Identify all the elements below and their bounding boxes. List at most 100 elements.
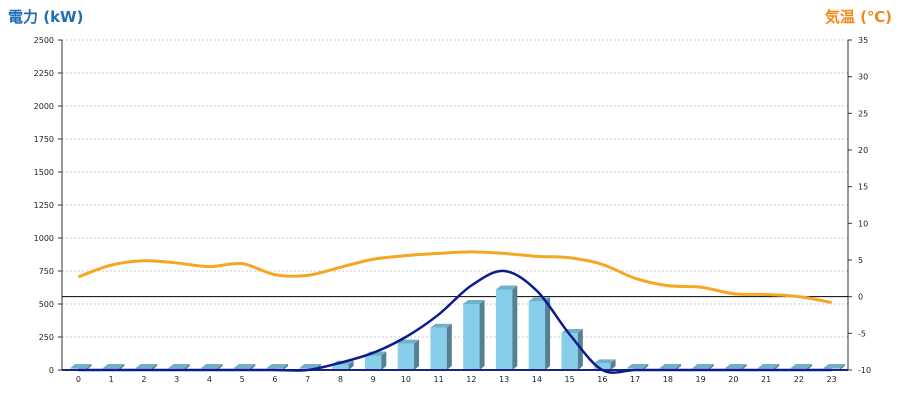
power-bar-top bbox=[790, 364, 813, 368]
right-tick-label: 25 bbox=[858, 109, 868, 118]
power-bar-side bbox=[708, 364, 714, 370]
power-bar-side bbox=[545, 297, 551, 370]
x-tick-label: 1 bbox=[109, 375, 114, 384]
left-tick-label: 1500 bbox=[34, 168, 54, 177]
x-tick-label: 3 bbox=[174, 375, 179, 384]
x-tick-label: 13 bbox=[499, 375, 509, 384]
power-bar-top bbox=[201, 364, 223, 368]
power-bar-top bbox=[495, 285, 518, 290]
x-tick-label: 4 bbox=[207, 375, 212, 384]
power-bar-side bbox=[774, 364, 780, 370]
left-tick-label: 0 bbox=[49, 366, 54, 375]
left-tick-label: 1250 bbox=[34, 201, 54, 210]
right-tick-label: 5 bbox=[858, 256, 863, 265]
power-bar-side bbox=[184, 364, 190, 370]
power-bar-top bbox=[168, 364, 190, 368]
power-bar-side bbox=[119, 364, 125, 370]
power-bar-side bbox=[676, 364, 682, 370]
power-bar-top bbox=[430, 323, 452, 328]
x-tick-label: 18 bbox=[663, 375, 673, 384]
left-tick-label: 2250 bbox=[34, 69, 54, 78]
power-bar-top bbox=[725, 364, 747, 368]
power-bar bbox=[495, 289, 513, 370]
power-bar-top bbox=[397, 339, 420, 344]
right-tick-label: 15 bbox=[858, 183, 868, 192]
power-bar-top bbox=[233, 364, 256, 368]
power-bar-top bbox=[266, 364, 289, 368]
right-tick-label: 20 bbox=[858, 146, 868, 155]
right-tick-label: -5 bbox=[858, 329, 866, 338]
right-tick-label: 10 bbox=[858, 219, 868, 228]
power-bar-side bbox=[414, 339, 420, 370]
x-tick-label: 0 bbox=[76, 375, 81, 384]
right-tick-label: 30 bbox=[858, 73, 868, 82]
x-tick-label: 17 bbox=[630, 375, 640, 384]
power-bar-top bbox=[823, 364, 845, 368]
left-tick-label: 1750 bbox=[34, 135, 54, 144]
x-tick-label: 7 bbox=[305, 375, 310, 384]
right-axis-title: 気温 (℃) bbox=[824, 8, 892, 26]
power-bar-side bbox=[610, 359, 616, 370]
x-tick-label: 10 bbox=[401, 375, 411, 384]
right-tick-label: 35 bbox=[858, 36, 868, 45]
power-curve-line bbox=[78, 269, 832, 374]
x-tick-label: 2 bbox=[141, 375, 146, 384]
x-tick-label: 16 bbox=[597, 375, 607, 384]
left-tick-label: 500 bbox=[39, 300, 54, 309]
x-tick-label: 11 bbox=[434, 375, 444, 384]
power-bar-top bbox=[135, 364, 158, 368]
power-bar-side bbox=[217, 364, 223, 370]
power-bar-side bbox=[152, 364, 158, 370]
left-tick-label: 750 bbox=[39, 267, 54, 276]
power-bar-side bbox=[381, 351, 387, 370]
x-tick-label: 22 bbox=[794, 375, 804, 384]
x-tick-label: 21 bbox=[761, 375, 771, 384]
power-bar-side bbox=[86, 364, 92, 370]
power-bar bbox=[528, 301, 546, 370]
power-bar-side bbox=[250, 364, 256, 370]
power-bar-side bbox=[446, 323, 452, 370]
left-tick-label: 1000 bbox=[34, 234, 54, 243]
x-tick-label: 23 bbox=[827, 375, 837, 384]
power-bar-side bbox=[807, 364, 813, 370]
power-bar-top bbox=[659, 364, 682, 368]
power-bar bbox=[561, 333, 578, 370]
power-bar-side bbox=[512, 285, 518, 370]
x-tick-label: 15 bbox=[565, 375, 575, 384]
power-bar-top bbox=[757, 364, 780, 368]
left-tick-label: 2500 bbox=[34, 36, 54, 45]
right-tick-label: 0 bbox=[858, 293, 863, 302]
x-tick-label: 8 bbox=[338, 375, 343, 384]
power-bar-top bbox=[594, 359, 616, 364]
power-bar-top bbox=[102, 364, 125, 368]
power-bar-top bbox=[299, 364, 321, 368]
x-tick-label: 6 bbox=[272, 375, 277, 384]
power-bar-top bbox=[463, 300, 485, 304]
x-tick-label: 20 bbox=[728, 375, 738, 384]
left-tick-label: 2000 bbox=[34, 102, 54, 111]
power-bar-side bbox=[741, 364, 747, 370]
power-bar-side bbox=[479, 300, 485, 370]
power-bar bbox=[430, 327, 447, 370]
x-tick-label: 14 bbox=[532, 375, 542, 384]
power-bar-side bbox=[283, 364, 289, 370]
left-axis-title: 電力 (kW) bbox=[8, 8, 84, 26]
x-tick-label: 5 bbox=[240, 375, 245, 384]
power-bar-side bbox=[643, 364, 649, 370]
temperature-line bbox=[77, 250, 832, 305]
power-bar bbox=[594, 363, 611, 370]
power-bar bbox=[332, 364, 349, 370]
x-tick-label: 12 bbox=[466, 375, 476, 384]
right-tick-label: -10 bbox=[858, 366, 871, 375]
power-bar-side bbox=[348, 360, 354, 370]
power-bar-top bbox=[70, 364, 92, 368]
power-bar-top bbox=[626, 364, 649, 368]
power-bar-side bbox=[839, 364, 845, 370]
power-bar bbox=[463, 304, 480, 370]
x-tick-label: 19 bbox=[696, 375, 706, 384]
power-bar bbox=[364, 355, 382, 370]
x-tick-label: 9 bbox=[371, 375, 376, 384]
left-tick-label: 250 bbox=[39, 333, 54, 342]
power-bar-top bbox=[692, 364, 714, 368]
